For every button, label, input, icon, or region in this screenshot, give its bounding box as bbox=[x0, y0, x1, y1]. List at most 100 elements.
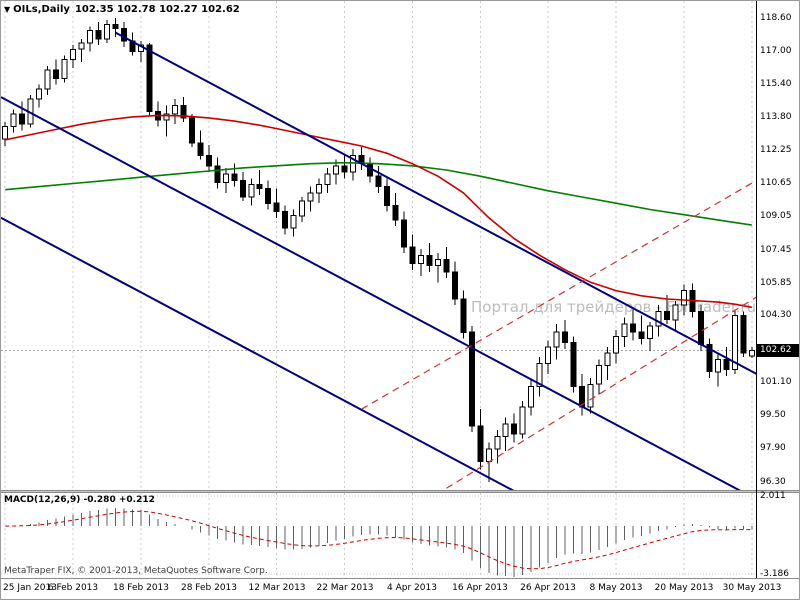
date-scale-label: 6 Feb 2013 bbox=[47, 583, 99, 593]
price-scale-label: 117.00 bbox=[760, 46, 792, 56]
chart-ohlc-values: 102.35 102.78 102.27 102.62 bbox=[74, 4, 240, 15]
candle-body bbox=[87, 30, 94, 44]
candle-body bbox=[663, 310, 670, 321]
candle-body bbox=[638, 331, 645, 339]
price-chart-canvas[interactable] bbox=[1, 1, 756, 491]
candle-body bbox=[239, 179, 246, 198]
candle-body bbox=[188, 117, 195, 144]
candle-body bbox=[205, 154, 212, 167]
price-scale-label: 104.30 bbox=[760, 310, 792, 320]
candle-body bbox=[333, 165, 340, 175]
candle-body bbox=[61, 59, 68, 79]
candle-body bbox=[434, 258, 441, 267]
candle-body bbox=[647, 325, 653, 339]
date-scale-label: 22 Mar 2013 bbox=[316, 583, 374, 593]
candle-body bbox=[604, 352, 611, 367]
candle-body bbox=[460, 298, 467, 333]
date-scale-label: 28 Feb 2013 bbox=[180, 583, 238, 593]
candle-body bbox=[392, 204, 399, 221]
candle-body bbox=[545, 346, 552, 364]
date-scale-label: 4 Apr 2013 bbox=[387, 583, 437, 593]
candle-body bbox=[621, 323, 628, 337]
candle-body bbox=[697, 310, 704, 346]
candle-body bbox=[44, 69, 51, 90]
candle-body bbox=[570, 342, 577, 387]
macd-panel-canvas[interactable] bbox=[1, 493, 756, 578]
candle-body bbox=[562, 331, 569, 344]
candle-body bbox=[375, 175, 382, 188]
candle-body bbox=[714, 358, 721, 373]
descending-trendline-middle[interactable] bbox=[1, 96, 756, 491]
candle-body bbox=[613, 335, 619, 354]
price-scale-label: 99.50 bbox=[760, 410, 786, 420]
candle-body bbox=[171, 105, 178, 115]
candle-body bbox=[384, 186, 390, 206]
moving-average-fast[interactable] bbox=[5, 114, 752, 309]
price-scale-label: 96.30 bbox=[760, 477, 786, 487]
chart-title: ▼ OILs,Daily 102.35 102.78 102.27 102.62 bbox=[4, 4, 240, 15]
candle-body bbox=[477, 425, 484, 462]
candle-body bbox=[19, 113, 26, 125]
chart-symbol-period: OILs,Daily bbox=[13, 4, 70, 15]
candle-body bbox=[316, 184, 323, 194]
price-scale[interactable]: 102.62 2.011 -3.186 118.60 117.00 115.40 11… bbox=[757, 1, 799, 579]
candle-body bbox=[180, 105, 187, 119]
price-scale-label: 113.80 bbox=[760, 112, 792, 122]
time-scale-divider bbox=[1, 578, 799, 579]
candle-body bbox=[723, 358, 730, 371]
candle-body bbox=[680, 290, 687, 306]
candle-body bbox=[553, 331, 560, 348]
panel-divider[interactable] bbox=[1, 490, 799, 493]
candle-body bbox=[536, 363, 543, 387]
candle-body bbox=[409, 246, 416, 264]
price-scale-label: 109.05 bbox=[760, 211, 792, 221]
ascending-channel-upper[interactable] bbox=[361, 178, 757, 410]
candle-body bbox=[672, 304, 679, 321]
candle-body bbox=[731, 315, 738, 371]
candle-body bbox=[197, 142, 204, 156]
candle-body bbox=[36, 88, 43, 100]
candle-body bbox=[341, 165, 348, 173]
candle-body bbox=[740, 315, 747, 354]
candle-body bbox=[468, 331, 475, 427]
candle-body bbox=[417, 254, 424, 265]
moving-average-slow[interactable] bbox=[5, 161, 752, 226]
candle-body bbox=[273, 202, 280, 212]
candle-body bbox=[146, 44, 153, 113]
macd-scale-max: 2.011 bbox=[760, 491, 786, 501]
candle-body bbox=[630, 323, 636, 333]
price-scale-label: 112.25 bbox=[760, 145, 792, 155]
copyright-text: MetaTraper FIX, © 2001-2013, MetaQuotes … bbox=[4, 566, 268, 576]
candle-body bbox=[596, 365, 603, 385]
price-scale-label: 110.65 bbox=[760, 178, 792, 188]
candle-body bbox=[748, 350, 755, 357]
price-scale-label: 105.85 bbox=[760, 278, 792, 288]
descending-trendline-lower[interactable] bbox=[1, 216, 756, 491]
date-scale-label: 12 Mar 2013 bbox=[248, 583, 306, 593]
candle-body bbox=[655, 310, 662, 327]
macd-signal-line bbox=[5, 510, 752, 570]
candle-body bbox=[265, 188, 272, 204]
date-scale-label: 16 Apr 2013 bbox=[452, 583, 508, 593]
time-scale[interactable]: 25 Jan 2013 6 Feb 2013 18 Feb 2013 28 Feb 2… bbox=[1, 579, 799, 599]
candle-body bbox=[104, 23, 110, 40]
candle-body bbox=[519, 406, 526, 435]
date-scale-label: 25 Jan 2013 bbox=[3, 583, 57, 593]
candle-body bbox=[214, 165, 221, 183]
chart-shift-marker-icon[interactable]: ▼ bbox=[4, 5, 11, 14]
descending-trendline-upper[interactable] bbox=[115, 31, 757, 376]
date-scale-label: 18 Feb 2013 bbox=[112, 583, 170, 593]
candle-body bbox=[256, 184, 263, 190]
date-scale-label: 26 Apr 2013 bbox=[520, 583, 576, 593]
candle-body bbox=[112, 23, 119, 29]
candle-body bbox=[2, 125, 9, 140]
candle-body bbox=[231, 173, 238, 181]
candle-body bbox=[485, 448, 492, 462]
candle-body bbox=[587, 383, 594, 408]
date-scale-label: 30 May 2013 bbox=[722, 583, 782, 593]
price-scale-label: 115.40 bbox=[760, 79, 792, 89]
ascending-channel-lower[interactable] bbox=[446, 295, 756, 489]
date-scale-label: 8 May 2013 bbox=[589, 583, 643, 593]
candle-body bbox=[10, 113, 17, 127]
